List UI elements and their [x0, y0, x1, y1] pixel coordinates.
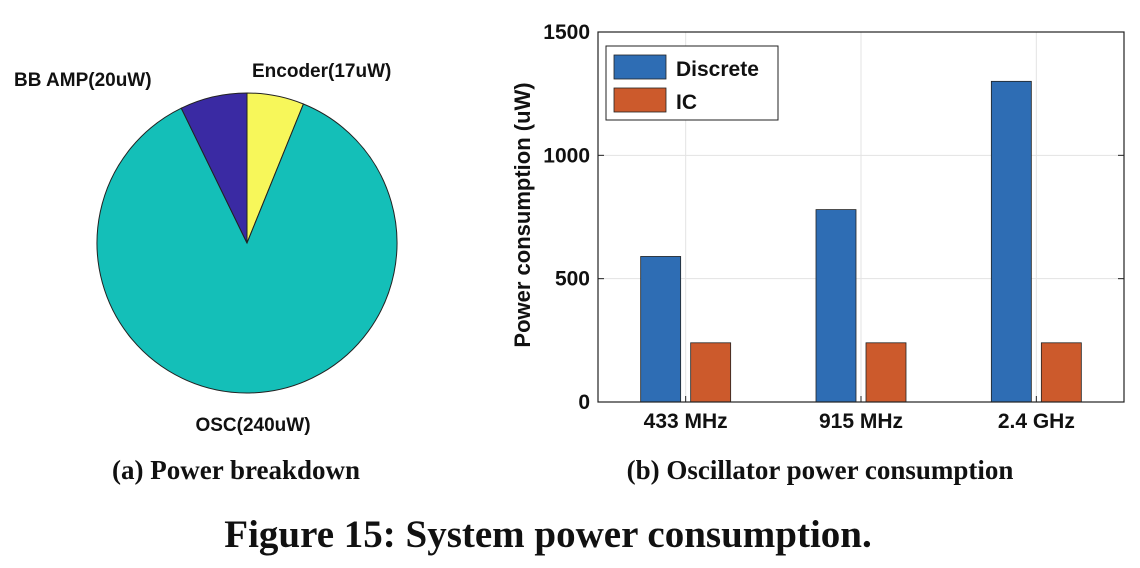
y-axis-label: Power consumption (uW) [510, 82, 535, 347]
x-tick-label: 433 MHz [644, 410, 728, 433]
y-tick-label: 1000 [543, 144, 590, 167]
y-tick-label: 500 [555, 268, 590, 291]
caption-b: (b) Oscillator power consumption [627, 455, 1014, 485]
x-tick-label: 915 MHz [819, 410, 903, 433]
legend-label-discrete: Discrete [676, 58, 759, 81]
bar-chart: 0 500 1000 1500 433 MHz 915 MHz 2.4 GHz [543, 21, 1125, 433]
bar-ic-2-4-ghz [1040, 342, 1082, 403]
legend-label-ic: IC [676, 91, 697, 114]
pie-label-osc: OSC(240uW) [195, 415, 310, 436]
legend-swatch-discrete [613, 54, 667, 80]
y-tick-label: 0 [578, 391, 590, 414]
pie-slice-bb-amp [180, 92, 248, 244]
bar-discrete-2-4-ghz [990, 80, 1032, 403]
figure-caption: Figure 15: System power consumption. [224, 513, 871, 556]
pie-label-encoder: Encoder(17uW) [252, 61, 391, 82]
x-tick-label: 2.4 GHz [998, 410, 1075, 433]
bar-discrete-915-mhz [815, 209, 857, 403]
legend: Discrete IC [605, 45, 779, 121]
caption-a: (a) Power breakdown [112, 455, 360, 485]
bar-ic-433-mhz [690, 342, 732, 403]
bar-ic-915-mhz [865, 342, 907, 403]
pie-chart [96, 92, 398, 394]
pie-slice-osc [96, 103, 398, 394]
pie-label-bb-amp: BB AMP(20uW) [14, 70, 152, 91]
legend-swatch-ic [613, 87, 667, 113]
bar-discrete-433-mhz [640, 256, 682, 403]
y-tick-label: 1500 [543, 21, 590, 44]
